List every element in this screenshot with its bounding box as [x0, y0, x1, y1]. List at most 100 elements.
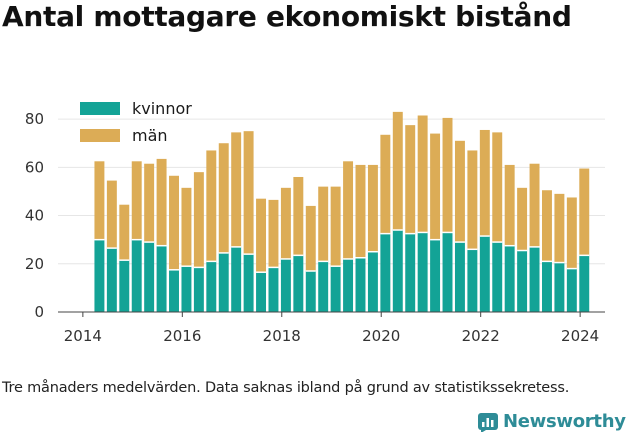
bar-man-35: [529, 163, 540, 247]
bar-man-11: [231, 132, 242, 247]
y-tick-label: 40: [25, 207, 44, 225]
bar-man-9: [206, 150, 217, 262]
bar-man-6: [169, 175, 179, 270]
bar-man-34: [517, 187, 528, 251]
bar-man-38: [566, 197, 577, 269]
legend-label-man: män: [132, 126, 168, 145]
bar-kvinnor-22: [367, 251, 378, 312]
bar-kvinnor-36: [541, 261, 552, 312]
bar-man-31: [479, 129, 490, 237]
bar-kvinnor-23: [380, 233, 391, 312]
bar-kvinnor-25: [405, 233, 416, 312]
bar-man-23: [380, 134, 391, 234]
bar-man-5: [156, 158, 167, 246]
x-tick-label: 2014: [64, 327, 102, 345]
legend-swatch-man: [80, 129, 120, 142]
bar-kvinnor-12: [243, 254, 254, 312]
y-tick-label: 0: [34, 303, 44, 321]
bar-man-29: [454, 140, 465, 243]
y-tick-label: 60: [25, 158, 44, 176]
bar-man-19: [330, 186, 341, 267]
bar-man-25: [405, 125, 416, 234]
bar-kvinnor-14: [268, 267, 279, 312]
bar-kvinnor-39: [579, 255, 590, 312]
bar-man-1: [106, 180, 117, 249]
bar-man-30: [467, 150, 478, 250]
bar-man-4: [144, 163, 155, 243]
bar-man-12: [243, 131, 254, 255]
bar-kvinnor-27: [430, 239, 441, 312]
bar-kvinnor-6: [169, 269, 179, 312]
brand-name: Newsworthy: [503, 411, 626, 432]
bar-kvinnor-32: [492, 242, 503, 312]
bar-man-24: [392, 111, 403, 231]
x-tick-label: 2024: [561, 327, 599, 345]
bar-kvinnor-21: [355, 257, 366, 312]
y-axis-ticks: 0 20 40 60 80: [25, 110, 44, 321]
y-tick-label: 20: [25, 255, 44, 273]
bar-man-28: [442, 117, 453, 233]
bar-man-20: [343, 161, 354, 259]
bar-man-2: [119, 204, 130, 261]
newsworthy-bar-chart-icon: [478, 412, 498, 432]
bar-kvinnor-29: [454, 242, 465, 312]
bar-man-37: [554, 193, 565, 263]
stacked-bar-chart: 0 20 40 60 80 2014 2016 2018 2020 2022 2024 kvinn…: [25, 99, 605, 345]
bar-kvinnor-38: [566, 268, 577, 312]
bar-kvinnor-1: [106, 248, 117, 312]
bar-man-7: [181, 187, 192, 267]
bar-kvinnor-35: [529, 246, 540, 312]
bar-man-0: [94, 161, 105, 240]
bar-man-17: [305, 205, 316, 272]
bar-man-26: [417, 115, 428, 233]
legend-label-kvinnor: kvinnor: [132, 99, 192, 118]
x-axis-ticks: 2014 2016 2018 2020 2022 2024: [64, 312, 599, 345]
bar-kvinnor-20: [343, 258, 354, 312]
bar-kvinnor-5: [156, 245, 167, 312]
bar-kvinnor-0: [94, 239, 105, 312]
legend-swatch-kvinnor: [80, 102, 120, 115]
bar-kvinnor-13: [256, 272, 267, 312]
bar-man-39: [579, 168, 590, 256]
bar-man-8: [193, 172, 204, 268]
bar-man-18: [318, 186, 329, 262]
bar-man-10: [218, 143, 229, 253]
x-tick-label: 2016: [163, 327, 201, 345]
x-tick-label: 2020: [362, 327, 400, 345]
legend: kvinnor män: [80, 99, 192, 145]
bar-man-27: [430, 133, 441, 240]
bar-kvinnor-18: [318, 261, 329, 312]
bar-kvinnor-24: [392, 230, 403, 312]
bar-kvinnor-37: [554, 262, 565, 312]
bar-man-13: [256, 198, 267, 273]
bars: [94, 111, 590, 312]
bar-kvinnor-33: [504, 245, 515, 312]
bar-kvinnor-9: [206, 261, 217, 312]
bar-kvinnor-26: [417, 232, 428, 312]
bar-man-33: [504, 164, 515, 246]
bar-kvinnor-15: [280, 258, 291, 312]
x-tick-label: 2022: [462, 327, 500, 345]
bar-man-14: [268, 199, 279, 268]
bar-kvinnor-8: [193, 267, 204, 312]
bar-man-15: [280, 187, 291, 259]
bar-kvinnor-3: [131, 239, 142, 312]
bar-man-36: [541, 190, 552, 262]
bar-kvinnor-31: [479, 236, 490, 312]
bar-man-32: [492, 132, 503, 243]
bar-kvinnor-10: [218, 252, 229, 312]
bar-kvinnor-28: [442, 232, 453, 312]
chart-title: Antal mottagare ekonomiskt bistånd: [2, 0, 572, 33]
bar-kvinnor-30: [467, 249, 478, 312]
bar-kvinnor-4: [144, 242, 155, 312]
bar-kvinnor-19: [330, 266, 341, 312]
footnote: Tre månaders medelvärden. Data saknas ib…: [2, 380, 570, 396]
bar-man-16: [293, 176, 304, 256]
bar-man-22: [367, 164, 378, 252]
bar-man-21: [355, 164, 366, 258]
bar-kvinnor-34: [517, 250, 528, 312]
bar-man-3: [131, 161, 142, 240]
bar-kvinnor-7: [181, 266, 192, 312]
bar-kvinnor-2: [119, 260, 130, 312]
bar-kvinnor-11: [231, 246, 242, 312]
